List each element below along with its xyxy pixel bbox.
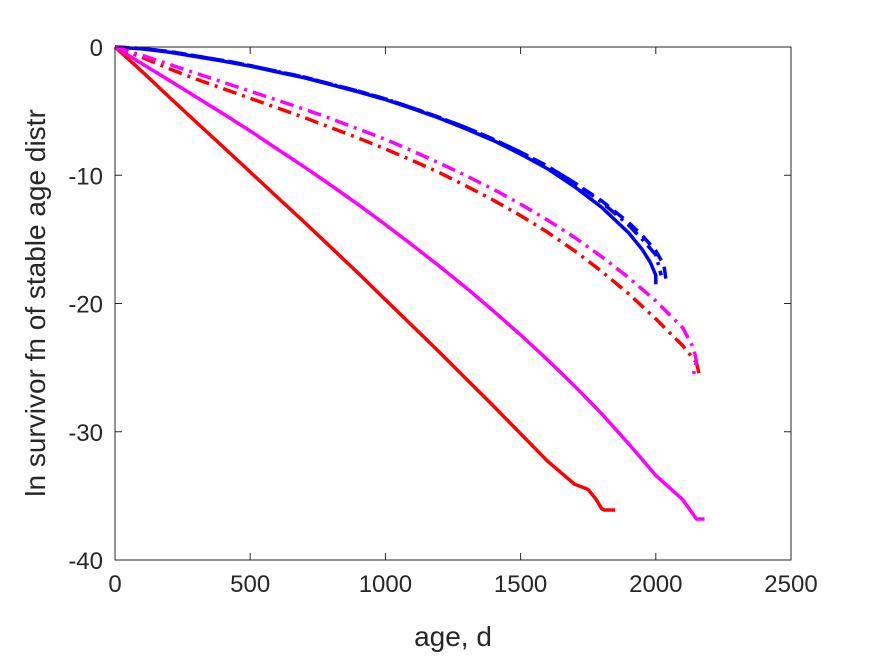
x-tick-label: 1500	[494, 571, 547, 598]
plot-area	[115, 47, 791, 560]
y-axis-label: ln survivor fn of stable age distr	[20, 109, 51, 497]
series-line-4	[113, 45, 616, 512]
axes-layer: 0 500 1000 1500 2000 2500 0 -10 -20 -30 -40	[68, 35, 817, 598]
x-tick-label: 500	[230, 571, 270, 598]
series-line-7	[114, 45, 699, 375]
x-axis-label: age, d	[414, 621, 492, 652]
series-line-3	[114, 45, 669, 285]
series-line-5	[114, 45, 705, 521]
y-tick-label: -30	[68, 420, 103, 447]
y-tick-label: -40	[68, 548, 103, 575]
y-tick-label: 0	[90, 35, 103, 62]
x-tick-label: 2000	[629, 571, 682, 598]
y-tick-label: -20	[68, 292, 103, 319]
x-tick-label: 0	[108, 571, 121, 598]
series-layer	[113, 45, 705, 521]
x-tick-label: 2500	[764, 571, 817, 598]
y-tick-label: -10	[68, 163, 103, 190]
x-tick-label: 1000	[359, 571, 412, 598]
